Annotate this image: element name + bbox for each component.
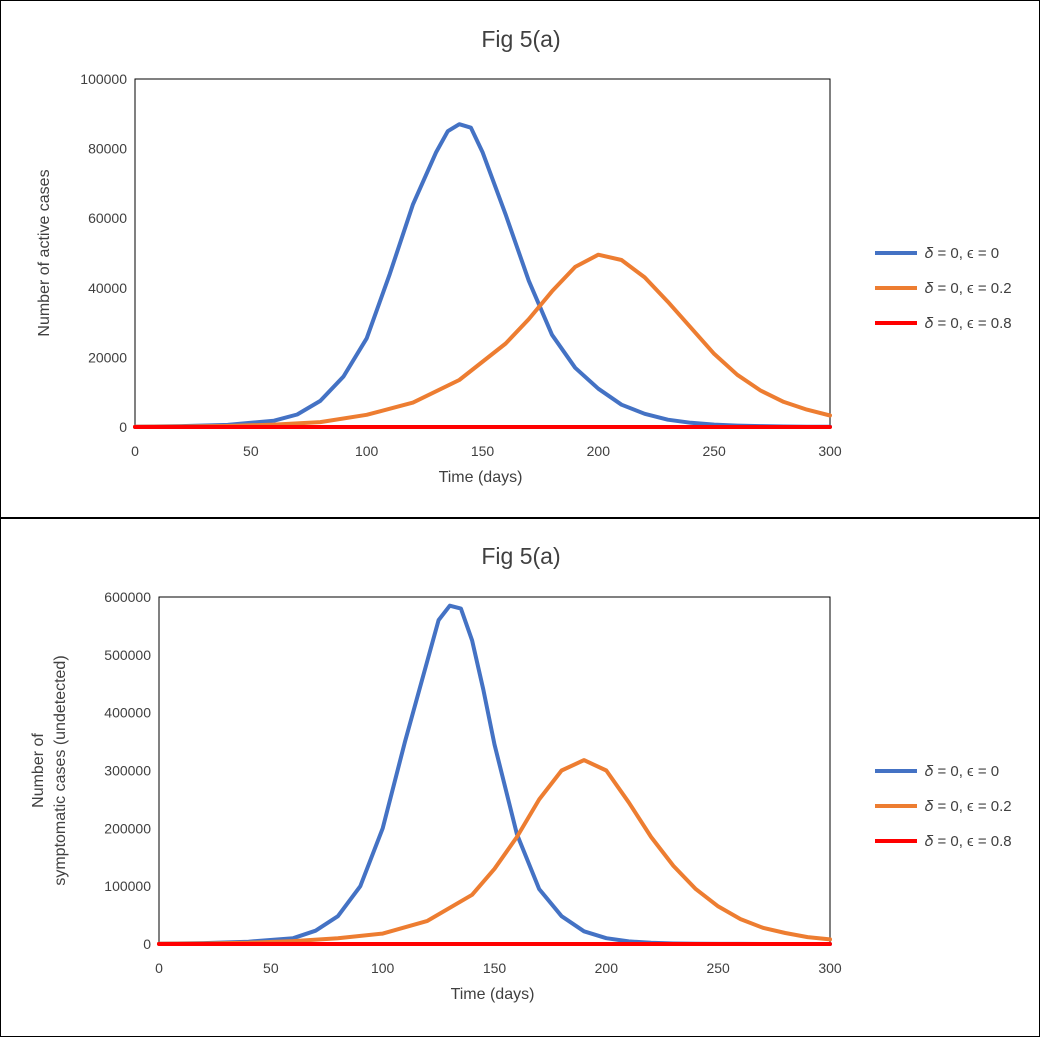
series-line-1 [157,603,832,946]
y-tick-label: 40000 [88,280,127,296]
x-tick-label: 200 [587,443,611,459]
x-tick-label: 150 [483,960,507,976]
legend-label-1: 𝛿 = 0, ϵ = 0 [925,763,999,780]
series-line-1 [133,122,832,429]
chart-title: Fig 5(a) [481,26,560,52]
chart-panel-active-cases: Fig 5(a) 0 20000 40000 60000 80000 100000 0 50 10… [0,0,1040,518]
y-axis-title: Number of active cases [36,169,53,336]
y-tick-label: 80000 [88,141,127,157]
chart-svg-active-cases: Fig 5(a) 0 20000 40000 60000 80000 100000 0 50 10… [36,26,1012,486]
x-tick-label: 200 [595,960,619,976]
legend-label-1: 𝛿 = 0, ϵ = 0 [925,245,999,262]
x-tick-label: 50 [243,443,259,459]
x-tick-label: 100 [371,960,395,976]
plot-area-border [134,78,831,428]
x-tick-label: 250 [702,443,726,459]
x-tick-label: 0 [155,960,163,976]
series-line-2 [133,252,832,429]
legend-label-3: 𝛿 = 0, ϵ = 0.8 [925,833,1012,850]
series-line-2 [157,758,832,946]
x-tick-label: 100 [355,443,379,459]
legend-label-2: 𝛿 = 0, ϵ = 0.2 [925,798,1012,815]
y-tick-label: 20000 [88,349,127,365]
y-axis-title-line: Number of [30,733,47,808]
chart-panel-symptomatic-cases: Fig 5(a) 0 100000 200000 300000 400000 500000 6… [0,518,1040,1037]
y-tick-label: 60000 [88,210,127,226]
legend-label-2: 𝛿 = 0, ϵ = 0.2 [925,280,1012,297]
x-tick-label: 50 [263,960,279,976]
y-tick-label: 0 [143,936,151,952]
chart-title: Fig 5(a) [481,543,560,569]
y-tick-label: 0 [119,419,127,435]
x-tick-label: 150 [471,443,495,459]
plot-area-border [158,596,831,945]
legend-label-3: 𝛿 = 0, ϵ = 0.8 [925,315,1012,332]
x-tick-label: 250 [706,960,730,976]
y-tick-label: 100000 [104,878,151,894]
x-axis-title: Time (days) [439,469,523,486]
y-tick-label: 600000 [104,589,151,605]
chart-svg-symptomatic-cases: Fig 5(a) 0 100000 200000 300000 400000 500000 6… [30,543,1012,1003]
y-axis-title-line: symptomatic cases (undetected) [52,655,69,885]
y-tick-label: 300000 [104,763,151,779]
y-tick-label: 400000 [104,705,151,721]
x-tick-label: 300 [818,443,842,459]
y-tick-label: 100000 [80,71,127,87]
x-axis-title: Time (days) [451,986,535,1003]
y-tick-label: 500000 [104,647,151,663]
x-tick-label: 0 [131,443,139,459]
x-tick-label: 300 [818,960,842,976]
y-tick-label: 200000 [104,820,151,836]
